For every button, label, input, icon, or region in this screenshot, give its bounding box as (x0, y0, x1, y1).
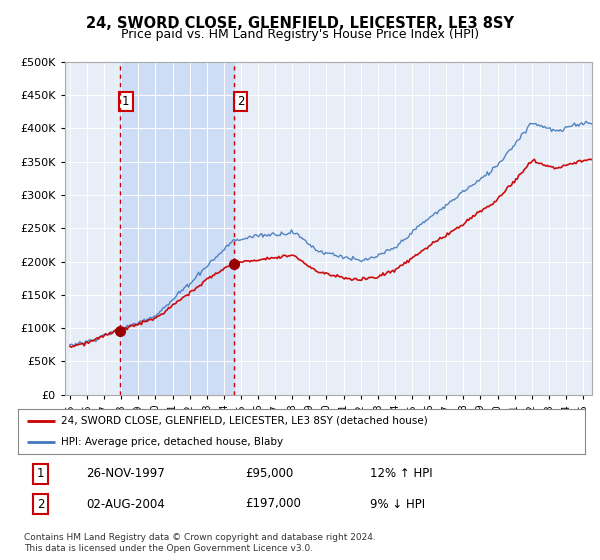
Text: 1: 1 (122, 95, 130, 108)
Bar (119, 62, 234, 395)
Text: 9% ↓ HPI: 9% ↓ HPI (370, 497, 425, 511)
Text: 12% ↑ HPI: 12% ↑ HPI (370, 468, 432, 480)
Text: £197,000: £197,000 (245, 497, 301, 511)
Text: 2: 2 (236, 95, 244, 108)
Text: Contains HM Land Registry data © Crown copyright and database right 2024.
This d: Contains HM Land Registry data © Crown c… (24, 533, 376, 553)
Text: £95,000: £95,000 (245, 468, 293, 480)
Text: 24, SWORD CLOSE, GLENFIELD, LEICESTER, LE3 8SY: 24, SWORD CLOSE, GLENFIELD, LEICESTER, L… (86, 16, 514, 31)
Text: 24, SWORD CLOSE, GLENFIELD, LEICESTER, LE3 8SY (detached house): 24, SWORD CLOSE, GLENFIELD, LEICESTER, L… (61, 416, 427, 426)
Text: 02-AUG-2004: 02-AUG-2004 (86, 497, 165, 511)
Text: 2: 2 (37, 497, 44, 511)
Text: 1: 1 (37, 468, 44, 480)
Text: HPI: Average price, detached house, Blaby: HPI: Average price, detached house, Blab… (61, 436, 283, 446)
Text: Price paid vs. HM Land Registry's House Price Index (HPI): Price paid vs. HM Land Registry's House … (121, 28, 479, 41)
Text: 26-NOV-1997: 26-NOV-1997 (86, 468, 165, 480)
